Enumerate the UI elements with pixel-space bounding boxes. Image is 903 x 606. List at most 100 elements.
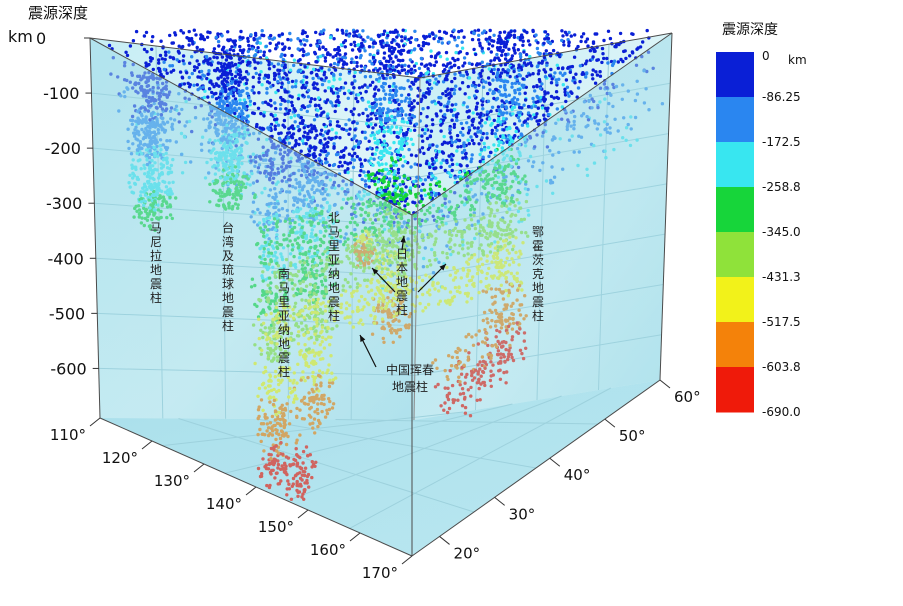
data-point [609,37,612,40]
data-point [357,113,360,116]
data-point [413,64,416,67]
data-point [330,101,333,104]
data-point [545,64,548,67]
data-point [167,50,170,53]
data-point [199,86,202,89]
data-point [521,124,524,127]
data-point [273,101,276,104]
data-point [212,56,215,59]
data-point [393,131,396,134]
data-point [152,68,155,71]
data-point [360,42,363,45]
data-point [347,133,350,136]
data-point [523,61,526,64]
data-point [491,106,494,109]
data-point [283,119,286,122]
data-point [238,45,241,48]
data-point [301,94,304,97]
data-point [545,49,548,52]
data-point [228,102,231,105]
data-point [447,154,450,157]
data-point [445,51,448,54]
data-point [267,63,270,66]
data-point [531,97,534,100]
data-point [301,119,304,122]
data-point [424,194,427,197]
data-point [350,57,353,60]
data-point [217,77,220,80]
data-point [495,129,498,132]
data-point [353,152,356,155]
data-point [462,141,465,144]
data-point [491,129,494,132]
data-point [335,131,338,134]
data-point [277,62,280,65]
data-point [259,70,262,73]
data-point [369,84,372,87]
data-point [297,94,300,97]
data-point [459,131,462,134]
data-point [277,124,280,127]
data-point [219,62,222,65]
data-point [172,41,175,44]
data-point [145,31,148,34]
data-point [348,118,351,121]
data-point [353,128,356,131]
data-point [402,49,405,52]
data-point [400,39,403,42]
data-point [542,42,545,45]
data-point [361,38,364,41]
data-point [245,78,248,81]
data-point [334,110,337,113]
data-point [342,156,345,159]
data-point [323,137,326,140]
data-point [364,179,367,182]
data-point [532,85,535,88]
data-point [474,53,477,56]
data-point [567,44,570,47]
data-point [190,55,193,58]
data-point [358,174,361,177]
data-point [344,123,347,126]
data-point [566,92,569,95]
data-point [224,97,227,100]
data-point [255,125,258,128]
data-point [544,30,547,33]
data-point [319,132,322,135]
data-point [420,134,423,137]
data-point [428,79,431,82]
data-point [528,43,531,46]
data-point [206,73,209,76]
data-point [451,57,454,60]
data-point [564,100,567,103]
data-point [251,89,254,92]
data-point [319,55,322,58]
data-point [579,40,582,43]
data-point [291,95,294,98]
data-point [321,46,324,49]
data-point [429,49,432,52]
data-point [353,79,356,82]
data-point [210,91,213,94]
data-point [413,30,416,33]
data-point [342,41,345,44]
data-point [441,92,444,95]
data-point [582,32,585,35]
data-point [182,54,185,57]
data-point [413,129,416,132]
data-point [452,29,455,32]
data-point [322,110,325,113]
data-point [159,54,162,57]
data-point [214,69,217,72]
data-point [476,112,479,115]
data-point [281,124,284,127]
data-point [594,32,597,35]
data-point [353,41,356,44]
data-point [287,100,290,103]
data-point [480,124,483,127]
data-point [478,116,481,119]
data-point [426,70,429,73]
data-point [497,68,500,71]
data-point [541,106,544,109]
data-point [265,91,268,94]
